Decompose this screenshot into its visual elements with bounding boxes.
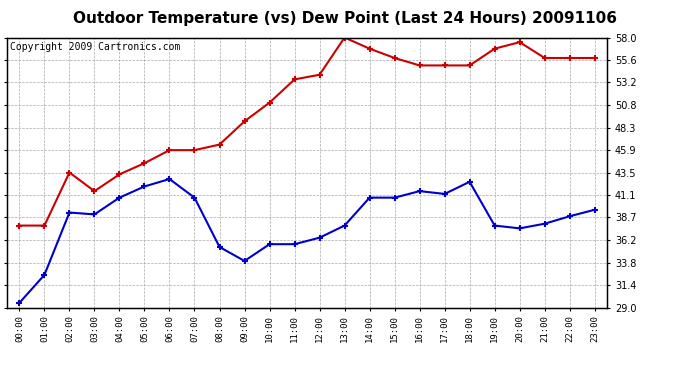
Text: Outdoor Temperature (vs) Dew Point (Last 24 Hours) 20091106: Outdoor Temperature (vs) Dew Point (Last…: [73, 11, 617, 26]
Text: Copyright 2009 Cartronics.com: Copyright 2009 Cartronics.com: [10, 42, 180, 51]
